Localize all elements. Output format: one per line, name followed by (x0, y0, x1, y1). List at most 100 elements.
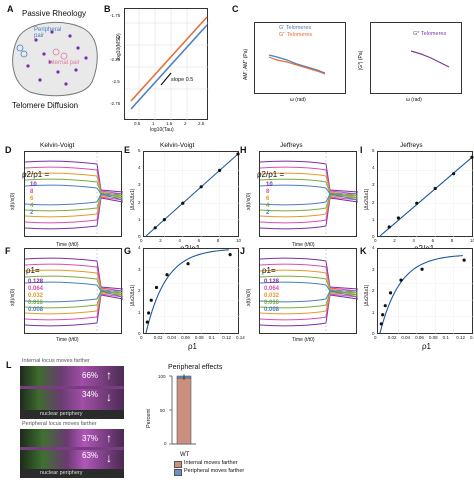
panel-d-legend: 10 8 6 4 2 (30, 182, 37, 217)
panel-j-legend: 0.128 0.064 0.032 0.016 0.008 (264, 279, 279, 314)
data-point (452, 172, 456, 176)
legend-entry: 0.128 (264, 279, 280, 285)
y-tick-label: 2 (372, 199, 375, 205)
legend-entry: 6 (30, 196, 34, 202)
l-bottom-arrow-up-icon: ↑ (106, 431, 112, 445)
legend-entry: 10 (266, 182, 273, 188)
y-tick-label: 0 (372, 234, 375, 239)
x-tick-label: 0 (374, 238, 377, 243)
x-tick-label: 0.06 (415, 335, 424, 340)
panel-i-ylabel: |Δx2/Δx1| (364, 188, 370, 210)
data-point (470, 155, 474, 159)
l-top-periphery-bar: nuclear periphery (20, 410, 124, 419)
y-tick-label: 4 (138, 165, 141, 171)
y-tick-label: 2 (138, 288, 141, 293)
trajectory-upper (25, 184, 123, 201)
x-tick-label: 8 (450, 238, 454, 243)
y-tick-label: 1 (372, 216, 375, 222)
panel-a-title: Passive Rheology (22, 9, 87, 18)
legend-entry: 2 (266, 210, 270, 216)
slope-label: slope 0.5 (171, 77, 194, 83)
legend-g-star: G* Telomeres (413, 31, 447, 37)
l-bottom-arrow-down-icon: ↓ (106, 451, 112, 465)
data-point (415, 201, 419, 205)
l-legend-swatch-internal (174, 461, 182, 468)
trajectory-upper (260, 184, 358, 201)
x-tick-label: 0.08 (194, 335, 204, 340)
legend-entry: 0.008 (264, 307, 280, 313)
y-tick-label: 2 (138, 199, 141, 205)
panel-j-letter: J (240, 246, 246, 256)
y-tick-label: 1 (372, 309, 375, 315)
data-point (462, 258, 466, 262)
panel-k-letter: K (360, 246, 367, 256)
data-point (420, 267, 424, 271)
legend-entry: 8 (30, 189, 34, 195)
l-bar-ytick: 50 (160, 408, 166, 413)
data-point (145, 320, 149, 324)
x-tick-label: 0.02 (153, 335, 163, 340)
panel-k-ylabel: |Δx2/Δx1| (364, 284, 370, 306)
l-top-footer: nuclear periphery (40, 411, 83, 417)
data-point (149, 298, 153, 302)
panel-e-letter: E (124, 145, 131, 155)
panel-h-ylabel: x(t)/x(0) (246, 192, 252, 210)
trajectory-lower (260, 294, 358, 327)
legend-entry: 2 (30, 210, 34, 216)
panel-i-letter: I (360, 145, 363, 155)
x-tick-label: 0 (374, 335, 377, 340)
panel-c-letter: C (232, 4, 239, 14)
legend-entry: 10 (30, 182, 37, 188)
y-tick-label: 0 (138, 234, 141, 239)
legend-entry: 4 (266, 203, 270, 209)
l-bar-xlabel: WT (180, 452, 190, 458)
y-tick-label: 5 (372, 148, 375, 153)
data-point (381, 313, 385, 317)
trajectory-lower (260, 290, 358, 303)
y-tick-label: 1 (138, 309, 141, 315)
panel-d-ylabel: x(t)/x(0) (10, 192, 16, 210)
legend-entry: 0.064 (264, 286, 280, 292)
legend-entry: 6 (266, 196, 270, 202)
trajectory-lower (25, 294, 123, 327)
x-tick-label: 0 (140, 238, 143, 243)
data-point (396, 216, 400, 220)
panel-g-plot (143, 248, 240, 335)
panel-g-letter: G (124, 246, 132, 256)
trajectory-upper (25, 172, 123, 197)
legend-entry: 0.016 (28, 300, 44, 306)
trajectory-lower (260, 193, 358, 206)
y-tick-label: 3 (372, 266, 375, 272)
y-tick-label: 1 (138, 216, 141, 222)
x-tick-label: 0.12 (456, 335, 466, 340)
trajectory-upper (260, 269, 358, 294)
y-tick-label: 4 (372, 165, 375, 171)
trajectory-lower (25, 290, 123, 303)
l-bottom-micrograph: 37% 63% ↑ ↓ (20, 429, 124, 469)
panel-c-right-plot: G* Telomeres (370, 22, 462, 94)
panel-b-plot: slope 0.5 (124, 8, 209, 121)
panel-d-xlabel: Time (t/t0) (56, 242, 79, 248)
panel-j-plot (259, 248, 358, 335)
data-point (181, 201, 185, 205)
l-bottom-periphery-bar: nuclear periphery (20, 469, 124, 478)
y-tick-label: 3 (138, 182, 141, 188)
msd-line-internal (130, 16, 208, 102)
x-tick-label: 0.04 (401, 335, 411, 340)
peripheral-pair-label: Peripheral pair (34, 27, 62, 39)
data-point (388, 291, 393, 295)
panel-d-ratio-label: ρ2/ρ1 = (22, 170, 50, 179)
l-bar-title: Peripheral effects (168, 364, 223, 371)
x-tick-label: 0.14 (470, 335, 474, 340)
panel-b-xlabel: log10(Tau) (150, 127, 174, 133)
panel-c-right-ylabel: |G*| (Pa) (358, 50, 364, 70)
l-bar-ytick: 0 (164, 441, 167, 446)
panel-c-left-ylabel: AM', AM'' (Pa) (243, 48, 249, 80)
b-ytick: -2 (116, 35, 121, 40)
data-point (147, 311, 151, 315)
data-point (165, 273, 169, 277)
fit-line (379, 255, 463, 334)
y-tick-label: 4 (138, 245, 141, 250)
data-point (399, 278, 403, 282)
x-tick-label: 0.04 (167, 335, 177, 340)
